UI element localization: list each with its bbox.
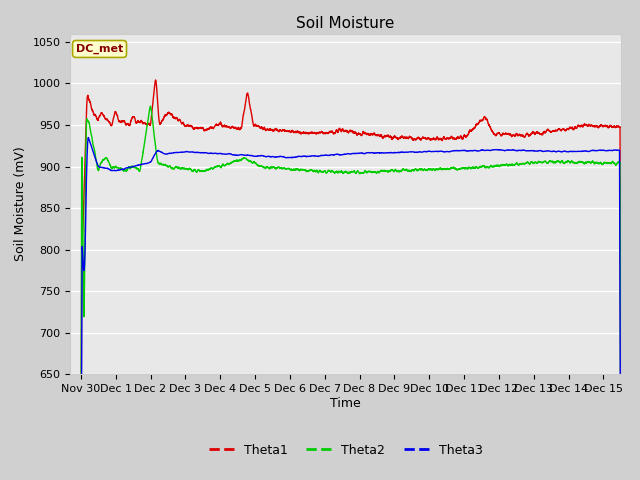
X-axis label: Time: Time: [330, 397, 361, 410]
Theta1: [401, 135, 408, 141]
Line: Theta1: Theta1: [81, 80, 621, 480]
Theta3: [521, 147, 529, 153]
Line: Theta2: Theta2: [81, 107, 621, 480]
Theta2: [175, 165, 183, 170]
Theta1: [428, 136, 436, 142]
Theta2: [428, 167, 436, 172]
Title: Soil Moisture: Soil Moisture: [296, 16, 395, 31]
Theta2: [521, 161, 529, 167]
Theta1: [480, 115, 488, 121]
Theta2: [401, 168, 408, 173]
Y-axis label: Soil Moisture (mV): Soil Moisture (mV): [14, 146, 27, 262]
Theta2: [147, 104, 154, 109]
Theta1: [284, 128, 291, 134]
Theta3: [480, 147, 488, 153]
Theta3: [284, 155, 291, 160]
Theta3: [401, 149, 408, 155]
Theta2: [284, 166, 291, 171]
Theta3: [428, 149, 436, 155]
Theta1: [152, 77, 159, 83]
Theta3: [84, 135, 92, 141]
Theta1: [521, 134, 529, 140]
Legend: Theta1, Theta2, Theta3: Theta1, Theta2, Theta3: [204, 439, 488, 462]
Theta3: [175, 149, 183, 155]
Theta1: [175, 117, 183, 122]
Line: Theta3: Theta3: [81, 138, 621, 480]
Text: DC_met: DC_met: [76, 44, 123, 54]
Theta2: [480, 164, 488, 169]
